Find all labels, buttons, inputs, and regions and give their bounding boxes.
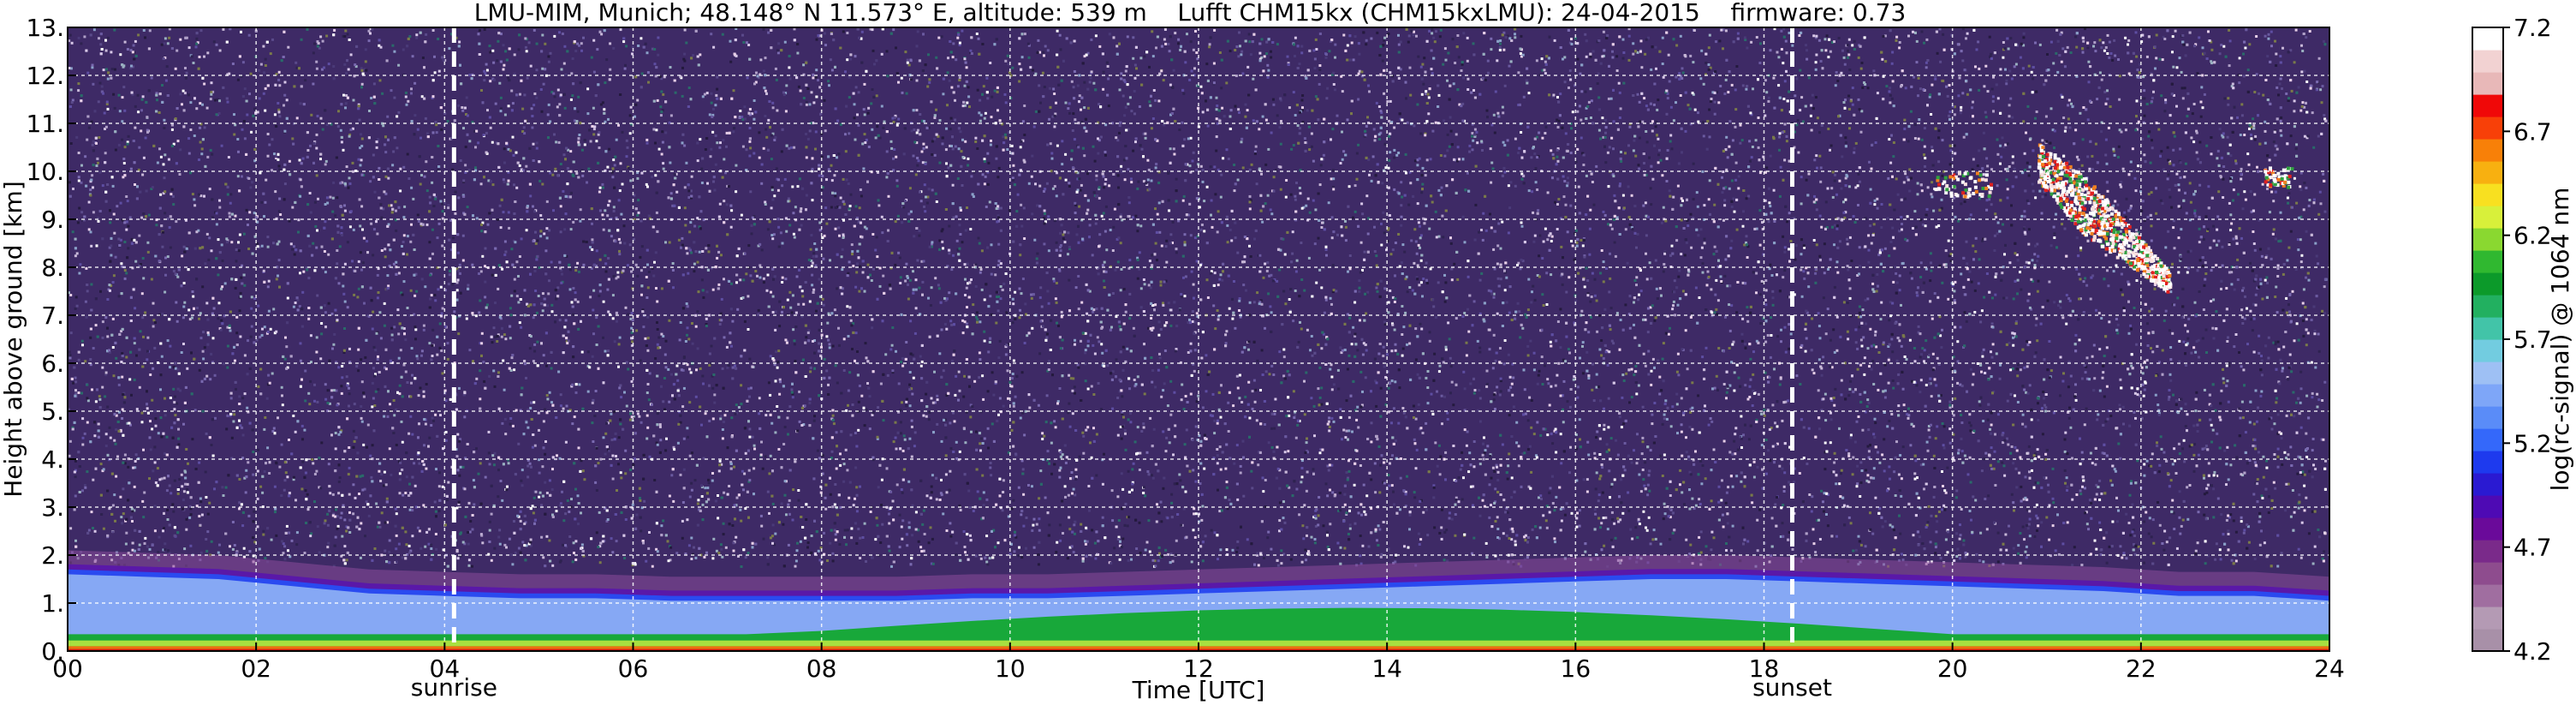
colorbar-band xyxy=(2472,473,2503,496)
plot-area xyxy=(68,27,2329,651)
x-tick-label: 14 xyxy=(1371,654,1402,683)
colorbar-band xyxy=(2472,584,2503,607)
y-tick-label: 1. xyxy=(41,589,64,618)
colorbar-tick-label: 4.2 xyxy=(2514,637,2552,666)
y-tick-label: 11. xyxy=(26,110,64,138)
y-tick-label: 8. xyxy=(41,254,64,282)
colorbar-band xyxy=(2472,361,2503,385)
colorbar-band xyxy=(2472,50,2503,73)
colorbar-band xyxy=(2472,317,2503,340)
colorbar-band xyxy=(2472,183,2503,206)
colorbar-band xyxy=(2472,250,2503,273)
colorbar-band xyxy=(2472,428,2503,451)
colorbar-band xyxy=(2472,72,2503,95)
colorbar-band xyxy=(2472,161,2503,184)
x-tick-label: 08 xyxy=(806,654,837,683)
colorbar-band xyxy=(2472,139,2503,162)
y-tick-label: 13. xyxy=(26,14,64,42)
colorbar-band xyxy=(2472,228,2503,251)
y-axis-label: Height above ground [km] xyxy=(0,181,27,498)
y-tick-label: 10. xyxy=(26,158,64,186)
x-axis-label: Time [UTC] xyxy=(1132,676,1265,704)
colorbar-tick-label: 7.2 xyxy=(2514,14,2552,42)
colorbar-band xyxy=(2472,27,2503,51)
colorbar-bands xyxy=(2472,27,2503,652)
y-tick-label: 2. xyxy=(41,541,64,570)
colorbar-band xyxy=(2472,540,2503,563)
sunrise-label: sunrise xyxy=(411,673,497,702)
y-tick-label: 3. xyxy=(41,493,64,522)
y-tick-label: 7. xyxy=(41,302,64,330)
colorbar-band xyxy=(2472,206,2503,229)
colorbar-label: log(rc-signal) @ 1064 nm xyxy=(2546,188,2574,492)
x-tick-label: 10 xyxy=(995,654,1026,683)
colorbar-band xyxy=(2472,606,2503,630)
x-tick-label: 16 xyxy=(1561,654,1591,683)
colorbar-ticks: 4.24.75.25.76.26.77.2 xyxy=(2503,14,2552,666)
colorbar-band xyxy=(2472,117,2503,140)
x-tick-label: 20 xyxy=(1937,654,1968,683)
x-tick-label: 02 xyxy=(241,654,271,683)
y-tick-label: 6. xyxy=(41,350,64,378)
sunset-label: sunset xyxy=(1752,673,1832,702)
colorbar-band xyxy=(2472,451,2503,474)
colorbar-band xyxy=(2472,495,2503,518)
colorbar-band xyxy=(2472,295,2503,318)
x-tick-label: 24 xyxy=(2314,654,2345,683)
x-tick-label: 22 xyxy=(2126,654,2157,683)
y-tick-label: 12. xyxy=(26,62,64,90)
y-tick-label: 4. xyxy=(41,445,64,474)
colorbar-band xyxy=(2472,272,2503,296)
colorbar-band xyxy=(2472,406,2503,429)
colorbar-tick-label: 6.7 xyxy=(2514,117,2552,146)
colorbar-band xyxy=(2472,339,2503,362)
colorbar-band xyxy=(2472,629,2503,652)
x-tick-label: 06 xyxy=(618,654,649,683)
colorbar-band xyxy=(2472,562,2503,585)
colorbar: 4.24.75.25.76.26.77.2 log(rc-signal) @ 1… xyxy=(2472,14,2574,666)
colorbar-tick-label: 4.7 xyxy=(2514,534,2552,562)
chart-title: LMU-MIM, Munich; 48.148° N 11.573° E, al… xyxy=(474,0,1907,27)
y-tick-label: 0. xyxy=(41,637,64,666)
colorbar-band xyxy=(2472,94,2503,117)
colorbar-band xyxy=(2472,384,2503,407)
y-tick-label: 9. xyxy=(41,206,64,234)
colorbar-band xyxy=(2472,517,2503,541)
y-tick-label: 5. xyxy=(41,397,64,426)
